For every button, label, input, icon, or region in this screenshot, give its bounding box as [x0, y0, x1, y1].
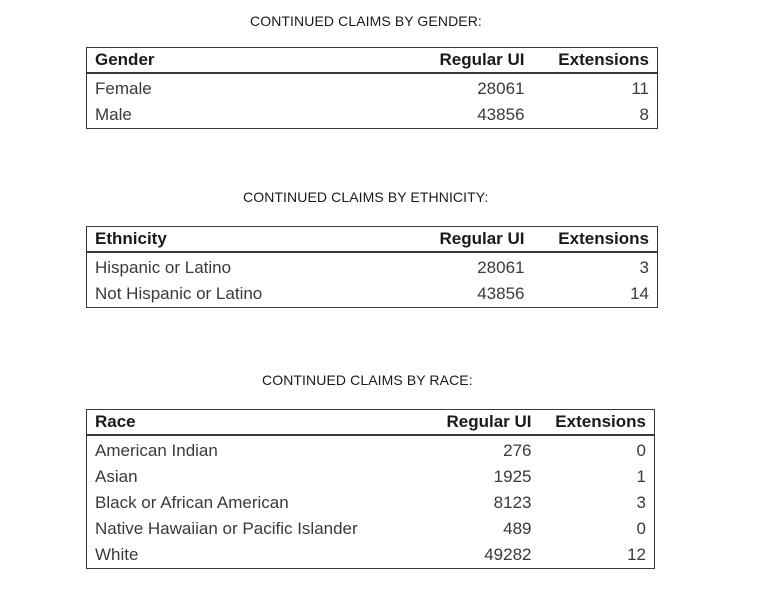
- regular-ui-column-header: Regular UI: [434, 409, 540, 436]
- ethnicity-header-row: Ethnicity Regular UI Extensions: [86, 226, 658, 253]
- gender-header-row: Gender Regular UI Extensions: [86, 47, 658, 74]
- race-label: American Indian: [95, 441, 218, 460]
- ethnicity-label: Not Hispanic or Latino: [95, 284, 263, 303]
- table-row: Not Hispanic or Latino 43856 14: [87, 281, 658, 308]
- race-label: Asian: [95, 467, 138, 486]
- table-row: Male 43856 8: [87, 102, 658, 129]
- table-row: Female 28061 11: [87, 73, 658, 102]
- extensions-value: 0: [636, 441, 646, 460]
- gender-table: Gender Regular UI Extensions Female 2806…: [86, 47, 658, 129]
- extensions-value: 14: [630, 284, 649, 303]
- regular-ui-column-header: Regular UI: [426, 47, 533, 74]
- extensions-value: 3: [636, 493, 646, 512]
- gender-section-title: CONTINUED CLAIMS BY GENDER:: [250, 13, 482, 29]
- table-row: American Indian 276 0: [87, 435, 655, 464]
- extensions-column-header: Extensions: [532, 47, 658, 74]
- race-label: White: [95, 545, 139, 564]
- extensions-column-header: Extensions: [539, 409, 655, 436]
- race-label: Black or African American: [95, 493, 289, 512]
- race-label: Native Hawaiian or Pacific Islander: [95, 519, 358, 538]
- regular-ui-value: 43856: [477, 284, 525, 303]
- regular-ui-value: 49282: [484, 545, 532, 564]
- extensions-value: 8: [639, 105, 649, 124]
- race-section-title: CONTINUED CLAIMS BY RACE:: [262, 372, 473, 388]
- race-header-row: Race Regular UI Extensions: [86, 409, 655, 436]
- gender-column-header: Gender: [86, 47, 427, 74]
- extensions-value: 12: [627, 545, 646, 564]
- table-row: Native Hawaiian or Pacific Islander 489 …: [87, 516, 655, 542]
- extensions-value: 1: [636, 467, 646, 486]
- race-column-header: Race: [86, 409, 435, 436]
- table-row: White 49282 12: [87, 542, 655, 569]
- regular-ui-value: 276: [503, 441, 532, 460]
- table-row: Hispanic or Latino 28061 3: [87, 252, 658, 281]
- ethnicity-section-title: CONTINUED CLAIMS BY ETHNICITY:: [243, 189, 489, 205]
- extensions-value: 11: [631, 79, 649, 98]
- regular-ui-value: 8123: [493, 493, 532, 512]
- ethnicity-label: Hispanic or Latino: [95, 258, 232, 277]
- regular-ui-value: 28061: [477, 79, 525, 98]
- gender-label: Female: [95, 79, 152, 98]
- ethnicity-column-header: Ethnicity: [86, 226, 427, 253]
- regular-ui-column-header: Regular UI: [426, 226, 533, 253]
- ethnicity-table: Ethnicity Regular UI Extensions Hispanic…: [86, 226, 658, 308]
- gender-label: Male: [95, 105, 132, 124]
- extensions-value: 0: [636, 519, 646, 538]
- extensions-value: 3: [639, 258, 649, 277]
- regular-ui-value: 28061: [477, 258, 525, 277]
- race-table: Race Regular UI Extensions American Indi…: [86, 409, 655, 569]
- extensions-column-header: Extensions: [532, 226, 658, 253]
- regular-ui-value: 43856: [477, 105, 525, 124]
- table-row: Black or African American 8123 3: [87, 490, 655, 516]
- regular-ui-value: 1925: [493, 467, 532, 486]
- table-row: Asian 1925 1: [87, 464, 655, 490]
- regular-ui-value: 489: [503, 519, 532, 538]
